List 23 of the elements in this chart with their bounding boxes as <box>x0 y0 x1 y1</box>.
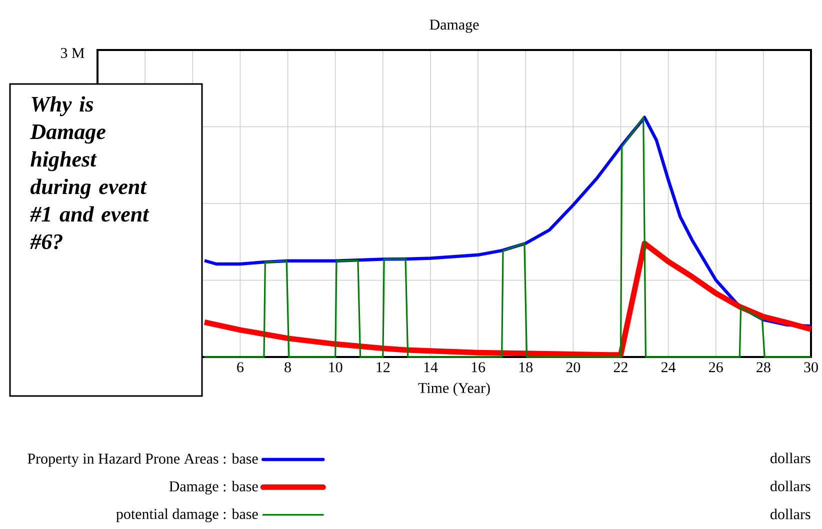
x-tick-label: 12 <box>376 362 390 372</box>
x-tick-label: 22 <box>614 362 628 372</box>
legend-label: potential damage : base <box>116 508 258 522</box>
legend-label: Property in Hazard Prone Areas : base <box>28 453 258 467</box>
legend-label: Damage : base <box>169 480 258 494</box>
x-tick-label: 18 <box>519 362 533 372</box>
x-tick-label: 14 <box>424 362 438 372</box>
text: dollars <box>770 508 810 520</box>
x-tick-label: 8 <box>284 362 291 372</box>
x-tick-label: 26 <box>709 362 723 372</box>
annotation: Why is Damage highest during event #1 and event #6? <box>30 96 150 250</box>
text: 3 M <box>60 48 84 58</box>
text: dollars <box>770 480 810 492</box>
x-tick-label: 28 <box>756 362 770 372</box>
x-tick-label: 6 <box>237 362 244 372</box>
x-tick-label: 16 <box>472 362 486 372</box>
chart-title: Damage <box>430 20 479 33</box>
x-tick-label: 10 <box>329 362 342 372</box>
x-tick-label: 24 <box>661 362 676 372</box>
x-tick-label: 20 <box>566 362 580 372</box>
text: dollars <box>770 452 810 464</box>
x-axis-title: Time (Year) <box>418 382 490 396</box>
x-tick-label: 30 <box>804 362 818 372</box>
